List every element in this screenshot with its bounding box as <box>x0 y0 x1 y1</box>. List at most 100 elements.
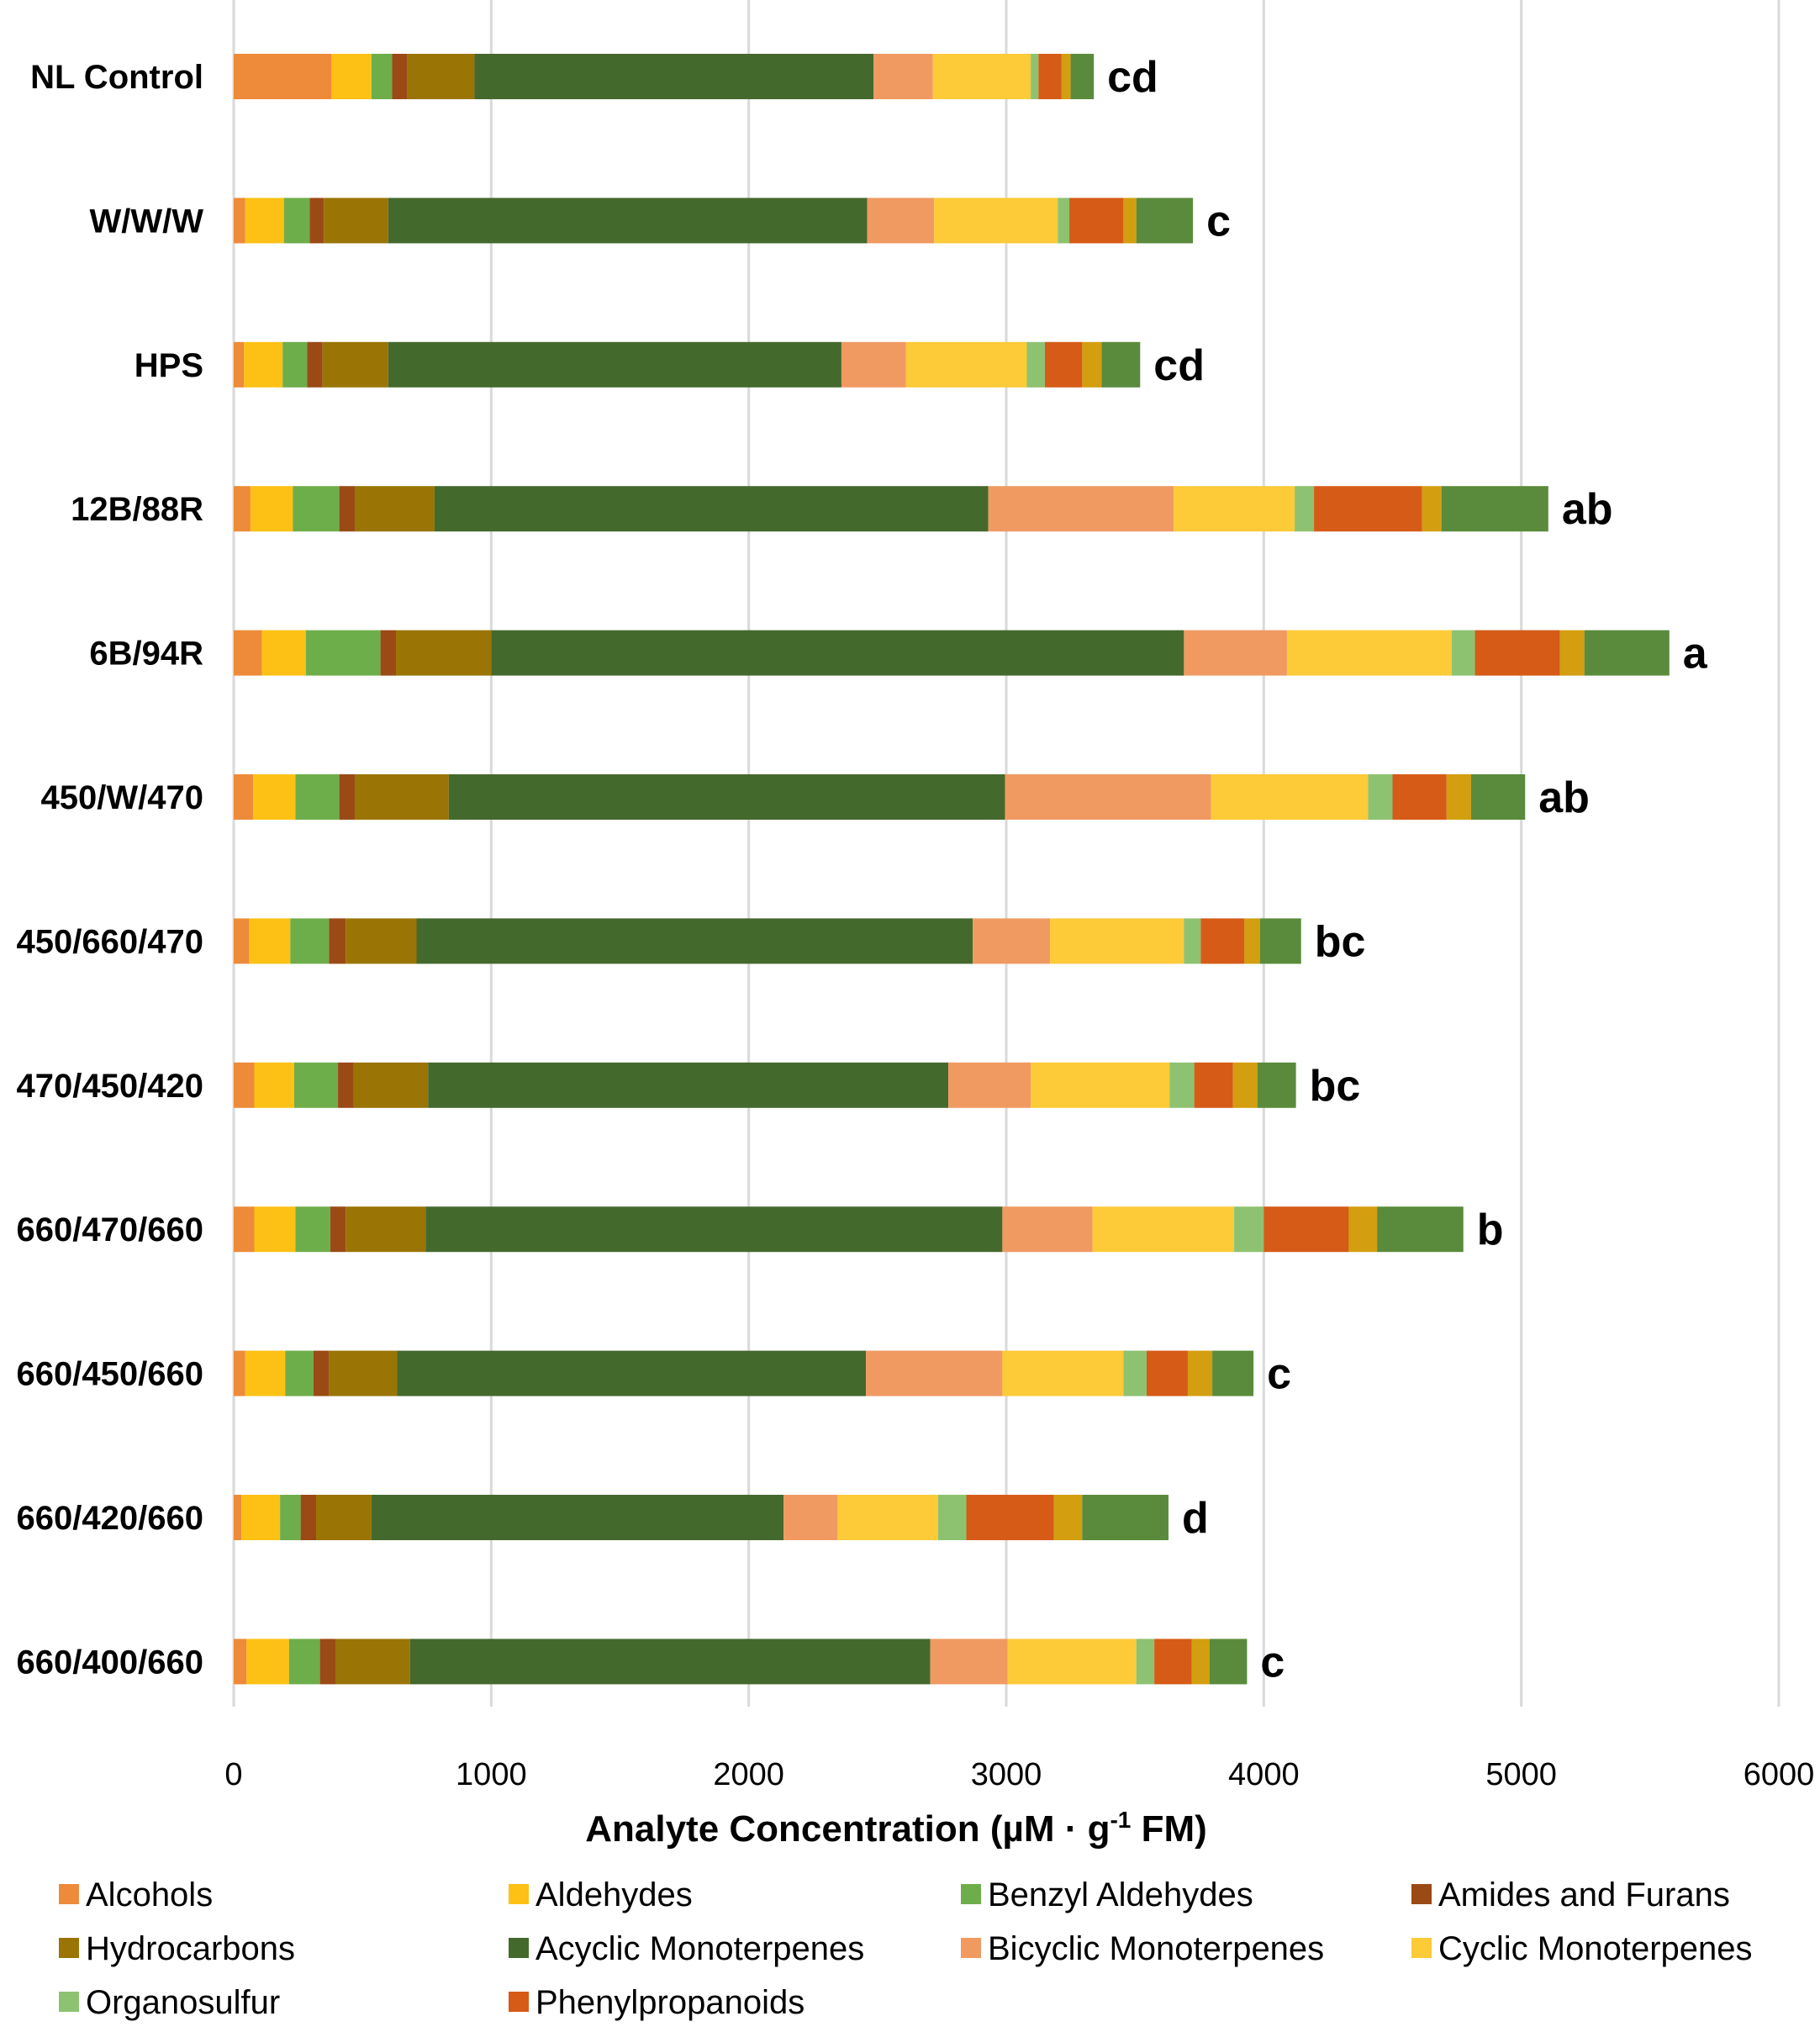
bar-segment <box>234 1062 255 1108</box>
bar-segment <box>1348 1206 1378 1253</box>
bar-segment <box>988 486 1174 532</box>
legend-item: Cyclic Monoterpenes <box>1411 1930 1753 1967</box>
bar-segment <box>1244 918 1260 964</box>
x-tick-label: 4000 <box>1228 1757 1300 1792</box>
bar-segment <box>948 1062 1031 1108</box>
legend-item: Hydrocarbons <box>59 1930 295 1967</box>
significance-letter: a <box>1683 630 1708 678</box>
bar-segment <box>316 1495 372 1540</box>
gridlines <box>232 0 1780 1707</box>
legend-label: Bicyclic Monoterpenes <box>988 1930 1324 1967</box>
bar-segment <box>1232 1062 1258 1108</box>
bar-group <box>234 1206 1464 1253</box>
bar-segment <box>331 54 372 99</box>
bar-segment <box>1123 198 1137 244</box>
bar-segment <box>930 1639 1008 1685</box>
bar-segment <box>1058 198 1070 244</box>
bar-segment <box>783 1495 838 1540</box>
bar-segment <box>338 1062 354 1108</box>
bar-segment <box>1123 1350 1147 1396</box>
bar-segment <box>932 54 1031 99</box>
bar-segment <box>1005 774 1211 820</box>
bar-segment <box>409 1639 931 1685</box>
bar-segment <box>1263 1206 1349 1253</box>
bar-segment <box>1234 1206 1264 1253</box>
bar-segment <box>245 198 284 244</box>
bar-segment <box>1082 1495 1168 1540</box>
x-tick-labels: 0 1000 2000 3000 4000 5000 6000 <box>224 1757 1814 1792</box>
legend-label: Alcohols <box>86 1876 213 1913</box>
bar-segment <box>392 54 408 99</box>
bar-segment <box>234 1495 242 1540</box>
legend-swatch <box>509 1938 529 1958</box>
bar-segment <box>395 630 492 676</box>
bar-segment <box>1259 918 1301 964</box>
bar-segment <box>329 918 346 964</box>
bar-segment <box>1368 774 1393 820</box>
bar-segment <box>254 1206 296 1253</box>
bar-segment <box>1441 486 1548 532</box>
bar-segment <box>1422 486 1442 532</box>
bar-segment <box>388 198 868 244</box>
bar-segment <box>244 341 283 388</box>
legend-item: Amides and Furans <box>1411 1876 1730 1913</box>
bar-group <box>234 1495 1168 1540</box>
bar-segment <box>1026 341 1045 388</box>
bar-segment <box>246 1639 289 1685</box>
bar-segment <box>371 54 393 99</box>
significance-letter: bc <box>1315 917 1366 966</box>
bar-segment <box>329 1350 398 1396</box>
bar-segment <box>380 630 396 676</box>
bar-segment <box>1446 774 1471 820</box>
bar-segment <box>866 1350 1003 1396</box>
bar-segment <box>1007 1639 1137 1685</box>
bar-segment <box>234 54 332 99</box>
x-tick-label: 0 <box>224 1757 242 1792</box>
bar-segment <box>330 1206 346 1253</box>
bar-segment <box>1136 198 1194 244</box>
legend: Alcohols Aldehydes Benzyl Aldehydes Amides … <box>59 1876 1753 2021</box>
bar-segment <box>1286 630 1452 676</box>
bar-segment <box>1377 1206 1464 1253</box>
bar-segment <box>280 1495 301 1540</box>
bar-segment <box>300 1495 317 1540</box>
x-tick-label: 6000 <box>1744 1757 1815 1792</box>
bar-segment <box>1069 198 1124 244</box>
bar-segment <box>371 1495 784 1540</box>
legend-item: Bicyclic Monoterpenes <box>961 1930 1324 1967</box>
bar-segment <box>434 486 989 532</box>
bar-group <box>234 1062 1296 1108</box>
legend-label: Aldehydes <box>535 1876 693 1913</box>
x-tick-label: 3000 <box>971 1757 1042 1792</box>
bar-segment <box>346 1206 426 1253</box>
bar-segment <box>309 198 324 244</box>
bar-segment <box>1053 1495 1083 1540</box>
bar-segment <box>234 1639 247 1685</box>
bar-segment <box>324 198 388 244</box>
x-axis-title: Analyte Concentration (µM · g-1 FM) <box>585 1807 1207 1850</box>
bar-segment <box>234 774 253 820</box>
bars <box>234 54 1670 1685</box>
bar-group <box>234 918 1301 964</box>
significance-letter: c <box>1260 1638 1285 1686</box>
bar-segment <box>234 341 245 388</box>
bar-segment <box>234 1206 255 1253</box>
bar-segment <box>1184 630 1287 676</box>
bar-segment <box>1194 1062 1233 1108</box>
bar-segment <box>1295 486 1315 532</box>
category-label: 450/660/470 <box>17 923 203 960</box>
bar-group <box>234 630 1670 676</box>
legend-label: Organosulfur <box>86 1984 280 2021</box>
bar-group <box>234 341 1141 388</box>
bar-segment <box>474 54 874 99</box>
bar-segment <box>491 630 1184 676</box>
category-label: 450/W/470 <box>41 779 203 816</box>
bar-segment <box>1584 630 1670 676</box>
bar-segment <box>1169 1062 1195 1108</box>
bar-segment <box>354 486 435 532</box>
category-label: NL Control <box>30 59 203 96</box>
bar-segment <box>1146 1350 1188 1396</box>
category-label: 12B/88R <box>71 491 203 528</box>
